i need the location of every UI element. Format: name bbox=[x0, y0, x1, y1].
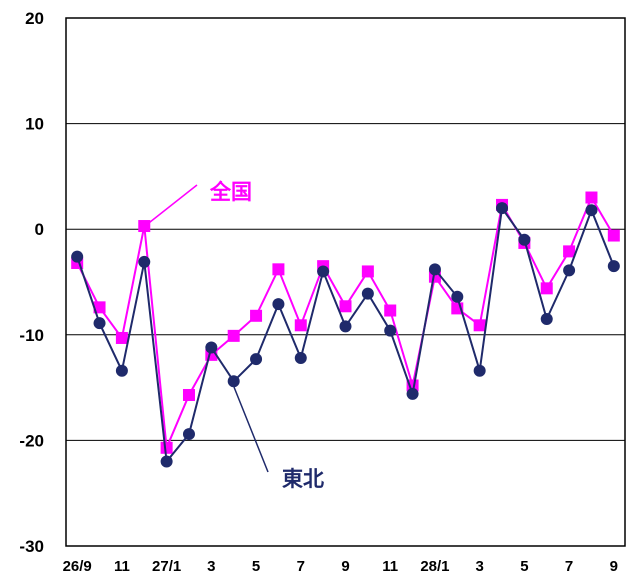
y-tick-label: -20 bbox=[19, 431, 44, 450]
data-point bbox=[540, 312, 553, 325]
data-point bbox=[93, 301, 106, 314]
data-point bbox=[115, 364, 128, 377]
data-point bbox=[138, 220, 151, 233]
data-point bbox=[250, 353, 263, 366]
y-tick-label: 20 bbox=[25, 9, 44, 28]
x-tick-label: 5 bbox=[252, 558, 260, 575]
data-point bbox=[115, 331, 128, 344]
grid-lines bbox=[66, 123, 625, 441]
data-point bbox=[607, 229, 620, 242]
data-point bbox=[93, 317, 106, 330]
data-point bbox=[294, 352, 307, 365]
data-point bbox=[473, 319, 486, 332]
y-tick-label: -10 bbox=[19, 326, 44, 345]
x-tick-label: 26/9 bbox=[63, 558, 92, 575]
data-point bbox=[250, 309, 263, 322]
y-tick-label: 0 bbox=[35, 220, 44, 239]
data-point bbox=[585, 191, 598, 204]
data-point bbox=[160, 441, 173, 454]
data-point bbox=[227, 375, 240, 388]
data-point bbox=[607, 260, 620, 273]
data-point bbox=[563, 264, 576, 277]
x-tick-label: 3 bbox=[207, 558, 215, 575]
data-point bbox=[496, 202, 509, 215]
data-point bbox=[160, 455, 173, 468]
x-tick-label: 7 bbox=[565, 558, 573, 575]
y-axis: 20 10 0 -10 -20 -30 bbox=[19, 9, 44, 556]
x-tick-label: 11 bbox=[114, 558, 130, 575]
series-label-tohoku: 東北 bbox=[282, 467, 324, 491]
data-point bbox=[339, 320, 352, 333]
x-tick-label: 5 bbox=[520, 558, 528, 575]
data-point bbox=[384, 304, 397, 317]
data-point bbox=[406, 387, 419, 400]
data-point bbox=[361, 287, 374, 300]
data-point bbox=[182, 428, 195, 441]
x-axis: 26/9 11 27/1 3 5 7 9 11 28/1 3 5 7 9 bbox=[63, 558, 618, 575]
x-tick-label: 11 bbox=[382, 558, 398, 575]
label-leader-tohoku bbox=[233, 386, 269, 473]
data-point bbox=[205, 341, 218, 354]
series-1 bbox=[71, 202, 620, 468]
data-point bbox=[428, 263, 441, 276]
data-point bbox=[540, 282, 553, 295]
data-point bbox=[272, 298, 285, 311]
data-point bbox=[451, 290, 464, 303]
data-point bbox=[585, 204, 598, 217]
x-tick-label: 9 bbox=[610, 558, 618, 575]
data-point bbox=[361, 265, 374, 278]
data-point bbox=[317, 265, 330, 278]
x-tick-label: 27/1 bbox=[152, 558, 181, 575]
x-tick-label: 7 bbox=[297, 558, 305, 575]
data-point bbox=[384, 324, 397, 337]
x-tick-label: 3 bbox=[475, 558, 483, 575]
data-point bbox=[227, 329, 240, 342]
y-tick-label: 10 bbox=[25, 115, 44, 134]
y-tick-label: -30 bbox=[19, 537, 44, 556]
plot-frame bbox=[65, 17, 626, 547]
data-point bbox=[473, 364, 486, 377]
data-point bbox=[272, 263, 285, 276]
data-point bbox=[294, 319, 307, 332]
data-point bbox=[71, 250, 84, 263]
series-group bbox=[71, 191, 620, 468]
x-tick-label: 28/1 bbox=[420, 558, 449, 575]
data-point bbox=[339, 300, 352, 313]
series-label-zenkoku: 全国 bbox=[209, 180, 252, 204]
x-tick-label: 9 bbox=[341, 558, 349, 575]
data-point bbox=[518, 233, 531, 246]
data-point bbox=[563, 245, 576, 258]
label-leader-zenkoku bbox=[144, 184, 198, 227]
data-point bbox=[182, 388, 195, 401]
data-point bbox=[138, 255, 151, 268]
